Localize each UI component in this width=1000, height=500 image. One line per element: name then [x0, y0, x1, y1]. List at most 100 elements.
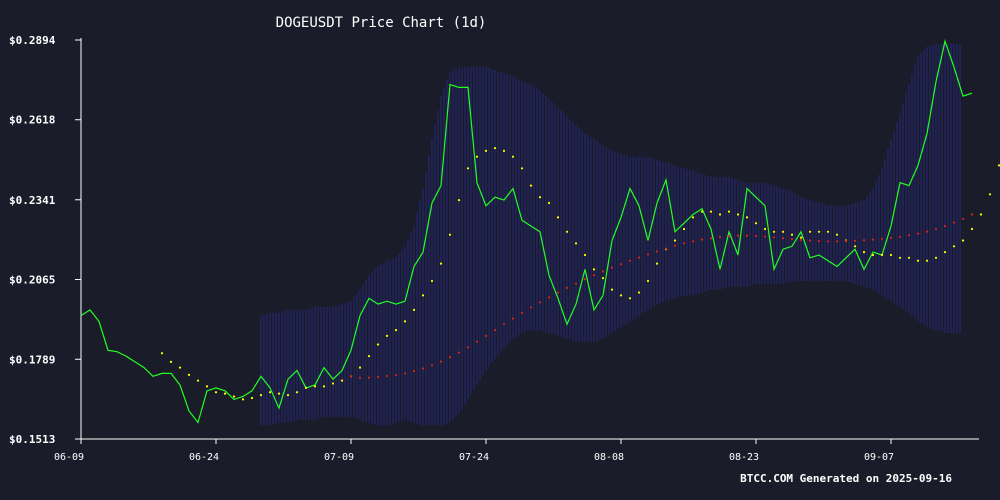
ma-short-point	[502, 149, 506, 152]
ma-long-point	[934, 227, 938, 231]
ma-short-point	[547, 201, 551, 205]
ma-short-point	[556, 216, 560, 219]
ma-short-point	[997, 164, 1000, 167]
ma-long-point	[547, 296, 551, 299]
ma-long-point	[862, 239, 866, 242]
ma-short-point	[754, 222, 758, 225]
ma-short-point	[853, 245, 857, 248]
ma-long-point	[628, 259, 632, 262]
ma-short-point	[493, 147, 497, 150]
ma-long-point	[511, 317, 515, 320]
ma-short-point	[448, 233, 452, 236]
series	[80, 39, 1000, 424]
ma-long-point	[601, 270, 605, 273]
ma-short-point	[907, 256, 911, 259]
ma-short-point	[268, 391, 272, 394]
ma-short-point	[628, 297, 632, 300]
ma-short-point	[457, 199, 461, 202]
ma-short-point	[952, 245, 956, 248]
ma-long-point	[412, 370, 416, 373]
ma-short-point	[835, 233, 839, 236]
ma-short-point	[727, 210, 731, 213]
ma-short-point	[430, 279, 434, 283]
ma-short-point	[313, 385, 317, 388]
ma-short-point	[619, 294, 623, 297]
x-tick-label: 09-07	[864, 452, 894, 463]
ma-long-point	[907, 234, 911, 237]
ma-short-point	[925, 259, 929, 262]
ma-short-point	[565, 230, 569, 233]
x-tick-label: 08-08	[594, 452, 624, 463]
ma-long-point	[385, 374, 389, 378]
ma-long-point	[952, 221, 956, 224]
ma-short-point	[529, 184, 533, 187]
ma-long-point	[457, 351, 461, 354]
ma-short-point	[358, 366, 362, 369]
ma-short-point	[799, 236, 803, 239]
ma-short-point	[655, 262, 659, 265]
ma-long-point	[835, 240, 839, 243]
ma-long-point	[709, 237, 713, 240]
axes: $0.1513 $0.1789 $0.2065 $0.2341 $0.2618 $0.28…	[9, 34, 979, 463]
ma-long-point	[772, 236, 776, 239]
ma-long-point	[529, 306, 533, 309]
ma-short-point	[781, 230, 785, 233]
ma-long-point	[520, 311, 524, 314]
ma-short-point	[826, 230, 830, 233]
ma-short-point	[412, 308, 416, 311]
ma-short-point	[367, 355, 371, 358]
ma-long-point	[592, 274, 596, 277]
ma-short-point	[421, 294, 425, 297]
ma-long-point	[763, 235, 767, 238]
chart-footer: BTCC.COM Generated on 2025-09-16	[740, 472, 952, 485]
ma-long-point	[961, 217, 965, 220]
ma-short-point	[340, 379, 344, 382]
ma-long-point	[691, 240, 695, 243]
ma-long-point	[493, 329, 497, 332]
ma-short-point	[673, 239, 677, 242]
ma-long-point	[583, 278, 587, 281]
ma-long-point	[421, 367, 425, 370]
ma-short-point	[223, 392, 227, 395]
ma-short-point	[466, 167, 470, 170]
ma-long-point	[781, 237, 785, 240]
ma-long-point	[880, 237, 884, 240]
ma-short-point	[259, 394, 263, 397]
ma-long-point	[646, 253, 650, 256]
ma-short-point	[808, 230, 812, 233]
ma-short-point	[898, 256, 902, 259]
ma-long-point	[826, 240, 830, 243]
ma-short-point	[970, 227, 974, 231]
ma-long-point	[853, 239, 857, 242]
ma-long-point	[502, 323, 506, 326]
ma-short-point	[646, 279, 650, 283]
ma-short-point	[403, 320, 407, 323]
ma-short-point	[511, 155, 515, 158]
ma-short-point	[736, 213, 740, 216]
ma-short-point	[439, 262, 443, 265]
ma-long-point	[943, 225, 947, 228]
ma-short-point	[169, 360, 173, 363]
ma-long-point	[916, 232, 920, 235]
ma-short-point	[583, 253, 587, 257]
ma-long-point	[403, 372, 407, 375]
y-tick-label: $0.2894	[9, 34, 56, 47]
ma-short-point	[394, 329, 398, 332]
ma-long-point	[871, 238, 875, 241]
ma-long-point	[484, 334, 488, 337]
ma-short-point	[943, 251, 947, 254]
ma-long-point	[664, 247, 668, 250]
ma-long-point	[898, 235, 902, 238]
ma-short-point	[718, 213, 722, 216]
ma-long-point	[439, 360, 443, 363]
ma-long-point	[376, 375, 380, 378]
ma-short-point	[286, 394, 290, 397]
ma-short-point	[682, 227, 686, 231]
ma-short-point	[790, 233, 794, 236]
ma-long-point	[844, 240, 848, 243]
ma-long-point	[466, 346, 470, 349]
ma-short-point	[385, 334, 389, 337]
ma-short-point	[331, 382, 335, 385]
ma-long-point	[727, 235, 731, 238]
